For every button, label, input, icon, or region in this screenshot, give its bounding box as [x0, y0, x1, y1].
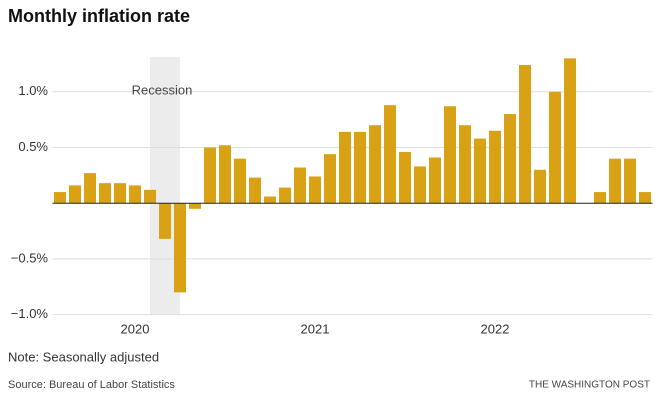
bar	[504, 114, 516, 204]
bar	[294, 167, 306, 204]
y-tick-label: 1.0%	[18, 83, 48, 98]
bar	[459, 125, 471, 204]
bar	[309, 176, 321, 204]
y-tick-label: −1.0%	[11, 306, 49, 321]
bar	[114, 183, 126, 204]
y-tick-label: 0.5%	[18, 139, 48, 154]
bar	[339, 131, 351, 204]
bar	[444, 106, 456, 204]
bar	[609, 158, 621, 204]
bar	[219, 145, 231, 204]
bar	[384, 105, 396, 204]
bar	[234, 158, 246, 204]
bar	[519, 65, 531, 204]
bar	[474, 138, 486, 204]
bar	[99, 183, 111, 204]
bar	[534, 169, 546, 204]
bar	[264, 196, 276, 204]
bar	[369, 125, 381, 204]
bar	[54, 192, 66, 204]
x-tick-label: 2021	[301, 321, 330, 336]
bar	[69, 185, 81, 204]
bar	[354, 131, 366, 204]
source: Source: Bureau of Labor Statistics	[8, 379, 175, 391]
bar	[399, 151, 411, 204]
bar	[489, 130, 501, 204]
bar	[84, 173, 96, 204]
bar	[144, 189, 156, 204]
bar	[549, 91, 561, 204]
bar	[594, 192, 606, 204]
bar	[414, 166, 426, 204]
note: Note: Seasonally adjusted	[8, 349, 159, 364]
recession-label: Recession	[132, 82, 193, 97]
bar	[129, 185, 141, 204]
bar	[279, 187, 291, 204]
y-tick-label: −0.5%	[11, 250, 49, 265]
bar	[174, 203, 186, 293]
bar	[324, 154, 336, 204]
bar	[189, 203, 201, 209]
bar	[249, 177, 261, 204]
x-tick-label: 2020	[121, 321, 150, 336]
chart-title: Monthly inflation rate	[8, 6, 190, 26]
bar	[639, 192, 651, 204]
bar	[564, 58, 576, 204]
bar	[159, 203, 171, 239]
bar	[624, 158, 636, 204]
credit: THE WASHINGTON POST	[529, 380, 650, 391]
bar	[204, 147, 216, 204]
bar	[429, 157, 441, 204]
x-tick-label: 2022	[481, 321, 510, 336]
